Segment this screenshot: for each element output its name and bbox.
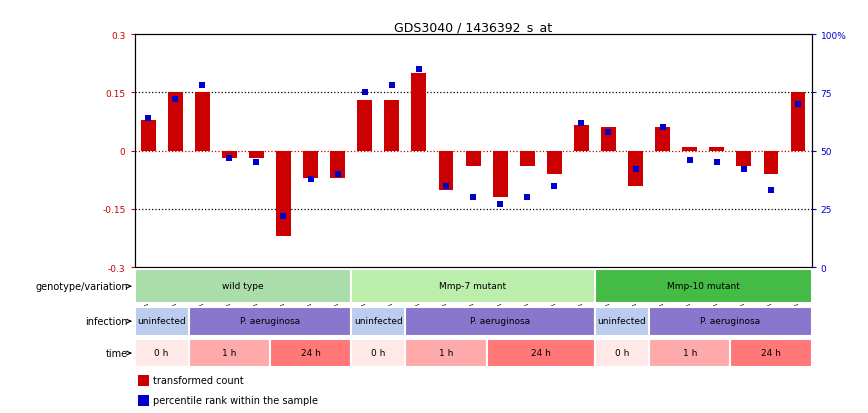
Text: uninfected: uninfected <box>354 316 403 325</box>
Point <box>304 176 318 183</box>
Point <box>575 120 589 127</box>
Bar <box>649 339 730 368</box>
Text: 0 h: 0 h <box>155 348 168 357</box>
Bar <box>188 307 352 336</box>
Text: P. aeruginosa: P. aeruginosa <box>470 316 530 325</box>
Point <box>466 195 480 201</box>
Bar <box>628 151 643 186</box>
Point <box>791 102 805 108</box>
Text: 1 h: 1 h <box>439 348 453 357</box>
Bar <box>385 101 399 151</box>
Bar <box>352 269 595 304</box>
Bar <box>188 339 270 368</box>
Bar <box>358 101 372 151</box>
Bar <box>601 128 616 151</box>
Text: transformed count: transformed count <box>154 375 244 385</box>
Text: uninfected: uninfected <box>137 316 186 325</box>
Point <box>710 160 724 166</box>
Text: genotype/variation: genotype/variation <box>35 282 131 292</box>
Bar <box>135 339 188 368</box>
Bar <box>764 151 779 175</box>
Bar <box>574 126 589 151</box>
Bar <box>138 375 148 386</box>
Text: time: time <box>106 348 131 358</box>
Point <box>249 160 263 166</box>
Bar <box>138 394 148 406</box>
Bar <box>405 307 595 336</box>
Text: 24 h: 24 h <box>761 348 781 357</box>
Bar <box>465 151 481 167</box>
Bar <box>736 151 752 167</box>
Bar <box>276 151 291 237</box>
Text: P. aeruginosa: P. aeruginosa <box>240 316 300 325</box>
Bar <box>352 339 405 368</box>
Bar <box>438 151 453 190</box>
Text: wild type: wild type <box>222 281 264 290</box>
Bar <box>520 151 535 167</box>
Bar <box>791 93 806 151</box>
Point <box>628 166 642 173</box>
Point <box>520 195 534 201</box>
Point <box>222 155 236 161</box>
Title: GDS3040 / 1436392_s_at: GDS3040 / 1436392_s_at <box>394 21 552 34</box>
Point <box>439 183 453 190</box>
Bar <box>547 151 562 175</box>
Text: percentile rank within the sample: percentile rank within the sample <box>154 395 319 405</box>
Point <box>764 188 778 194</box>
Bar <box>270 339 352 368</box>
Text: uninfected: uninfected <box>598 316 647 325</box>
Bar <box>222 151 237 159</box>
Point <box>385 83 398 90</box>
Point <box>331 171 345 178</box>
Text: Mmp-10 mutant: Mmp-10 mutant <box>667 281 740 290</box>
Text: 0 h: 0 h <box>615 348 629 357</box>
Point <box>493 202 507 208</box>
Text: 1 h: 1 h <box>682 348 697 357</box>
Point <box>655 125 669 131</box>
Text: 24 h: 24 h <box>531 348 550 357</box>
Text: P. aeruginosa: P. aeruginosa <box>700 316 760 325</box>
Point <box>412 66 426 73</box>
Bar <box>655 128 670 151</box>
Bar <box>352 307 405 336</box>
Text: 1 h: 1 h <box>222 348 236 357</box>
Bar <box>411 74 426 151</box>
Point <box>737 166 751 173</box>
Bar <box>303 151 318 178</box>
Bar <box>405 339 487 368</box>
Text: infection: infection <box>85 316 131 326</box>
Text: 0 h: 0 h <box>372 348 385 357</box>
Bar <box>595 307 649 336</box>
Bar <box>135 307 188 336</box>
Bar <box>649 307 812 336</box>
Point <box>195 83 209 90</box>
Bar <box>730 339 812 368</box>
Point <box>548 183 562 190</box>
Bar <box>493 151 508 198</box>
Bar <box>682 147 697 151</box>
Bar <box>168 93 182 151</box>
Bar <box>330 151 345 178</box>
Bar <box>249 151 264 159</box>
Bar <box>194 93 210 151</box>
Bar <box>595 339 649 368</box>
Point <box>602 129 615 136</box>
Point <box>277 213 291 220</box>
Point <box>141 116 155 122</box>
Bar <box>709 147 724 151</box>
Bar <box>487 339 595 368</box>
Bar <box>135 269 352 304</box>
Point <box>168 97 182 104</box>
Bar <box>141 120 155 151</box>
Point <box>683 157 697 164</box>
Text: Mmp-7 mutant: Mmp-7 mutant <box>439 281 507 290</box>
Text: 24 h: 24 h <box>300 348 320 357</box>
Point <box>358 90 372 97</box>
Bar <box>595 269 812 304</box>
